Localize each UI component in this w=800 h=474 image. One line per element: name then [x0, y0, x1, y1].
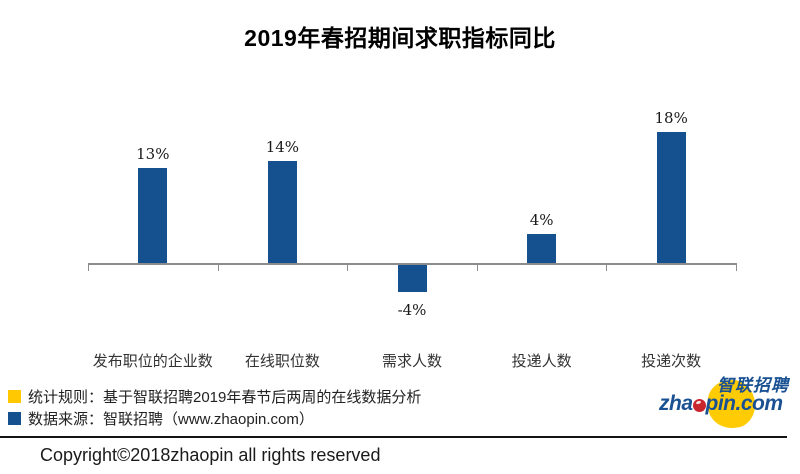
chart-title: 2019年春招期间求职指标同比	[244, 25, 556, 51]
legend-swatch-blue	[8, 412, 21, 425]
zhaopin-logo-cn: 智联招聘	[717, 376, 789, 395]
zhaopin-logo: 智联招聘 zha pin.com	[648, 371, 798, 435]
zhaopin-logo-en-after: pin.com	[705, 392, 784, 415]
bar-value-label-4: 18%	[654, 108, 688, 127]
legend-label: 统计规则：基于智联招聘2019年春节后两周的在线数据分析	[28, 389, 422, 406]
bar-0	[138, 168, 168, 263]
bar-2	[397, 265, 427, 293]
x-axis-line	[88, 263, 736, 265]
legend-item-data-source: 数据来源：智联招聘（www.zhaopin.com）	[8, 410, 314, 428]
bar-3	[527, 233, 557, 263]
axis-tick-3	[476, 263, 478, 271]
bar-value-label-1: 14%	[265, 138, 300, 157]
copyright-text: Copyright©2018zhaopin all rights reserve…	[40, 445, 381, 465]
axis-tick-2	[347, 263, 349, 271]
bar-1	[267, 161, 297, 263]
axis-tick-5	[736, 263, 737, 271]
legend-swatch-yellow	[8, 390, 21, 403]
zhaopin-logo-red-dot-icon	[692, 399, 706, 412]
zhaopin-logo-en: zha pin.com	[659, 392, 783, 416]
bar-value-label-2: -4%	[397, 301, 427, 320]
category-label-1: 在线职位数	[244, 353, 320, 370]
legend-label: 数据来源：智联招聘（www.zhaopin.com）	[28, 411, 314, 428]
category-label-0: 发布职位的企业数	[92, 353, 213, 370]
legend-item-stat-rule: 统计规则：基于智联招聘2019年春节后两周的在线数据分析	[8, 388, 422, 406]
axis-tick-1	[217, 263, 219, 271]
zhaopin-logo-en-before: zha	[659, 392, 693, 415]
bar-value-label-0: 13%	[136, 145, 170, 164]
bar-chart: 13% 发布职位的企业数 14% 在线职位数 -4% 需求人数 4% 投递人数 18% 投递次数	[0, 90, 800, 370]
category-label-3: 投递人数	[511, 353, 572, 370]
bar-value-label-3: 4%	[529, 210, 554, 229]
category-label-2: 需求人数	[381, 353, 442, 370]
axis-tick-4	[606, 263, 608, 271]
axis-tick-0	[88, 263, 89, 271]
bar-4	[656, 131, 686, 263]
category-label-4: 投递次数	[641, 353, 702, 370]
footer-divider-line	[0, 436, 787, 438]
